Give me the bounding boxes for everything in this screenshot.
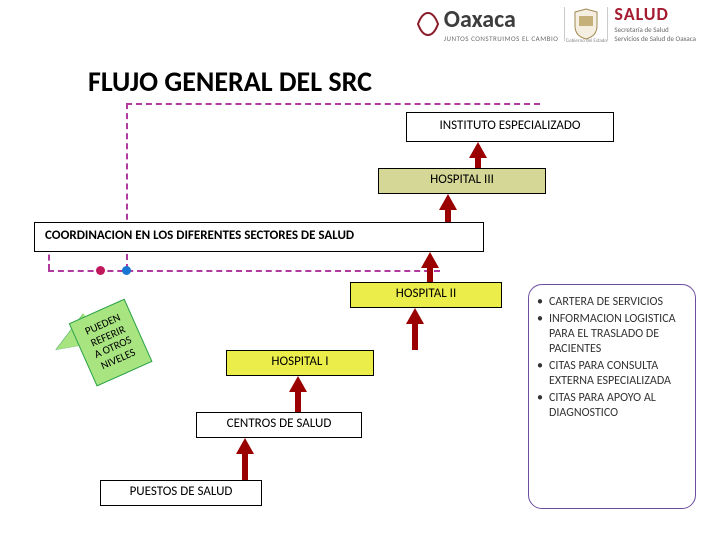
gob-caption: Gobierno del Estado: [566, 38, 607, 44]
node-label: HOSPITAL I: [271, 355, 328, 370]
slide-stage: Oaxaca JUNTOS CONSTRUIMOS EL CAMBIO Gobi…: [0, 0, 720, 540]
logo-salud: SALUD Secretaría de Salud Servicios de S…: [614, 5, 696, 43]
arrow-stem: [412, 322, 418, 350]
header-logos: Oaxaca JUNTOS CONSTRUIMOS EL CAMBIO Gobi…: [416, 5, 696, 43]
state-shield-icon: Gobierno del Estado: [571, 6, 601, 42]
node-coordinacion: COORDINACION EN LOS DIFERENTES SECTORES …: [34, 222, 484, 252]
node-instituto-especializado: INSTITUTO ESPECIALIZADO: [406, 112, 614, 142]
logo-divider: [564, 7, 565, 41]
side-info-item: CARTERA DE SERVICIOS: [537, 295, 683, 310]
salud-brand-text: SALUD: [614, 5, 668, 23]
oaxaca-glyph-icon: [416, 9, 440, 39]
flow-dot-2: [96, 266, 105, 275]
dashed-line-top: [126, 103, 540, 105]
arrow-stem: [475, 156, 481, 168]
page-title: FLUJO GENERAL DEL SRC: [88, 64, 372, 99]
logo-divider-2: [607, 7, 608, 41]
arrow-stem: [295, 390, 301, 412]
salud-subtext: Secretaría de Salud Servicios de Salud d…: [614, 25, 696, 43]
node-label: INSTITUTO ESPECIALIZADO: [439, 119, 580, 134]
side-info-list: CARTERA DE SERVICIOS INFORMACION LOGISTI…: [537, 295, 683, 421]
logo-oaxaca: Oaxaca JUNTOS CONSTRUIMOS EL CAMBIO: [416, 5, 559, 43]
node-label: HOSPITAL II: [396, 287, 456, 302]
node-hospital-i: HOSPITAL I: [226, 350, 374, 376]
side-info-item: CITAS PARA CONSULTA EXTERNA ESPECIALIZAD…: [537, 359, 683, 389]
node-puestos-salud: PUESTOS DE SALUD: [100, 480, 262, 506]
arrow-stem: [445, 208, 451, 222]
node-label: CENTROS DE SALUD: [227, 417, 332, 432]
side-info-item: CITAS PARA APOYO AL DIAGNOSTICO: [537, 391, 683, 421]
node-label: HOSPITAL III: [430, 173, 494, 188]
side-info-panel: CARTERA DE SERVICIOS INFORMACION LOGISTI…: [528, 284, 696, 509]
arrow-stem: [427, 266, 433, 282]
node-hospital-ii: HOSPITAL II: [350, 282, 502, 308]
oaxaca-tagline: JUNTOS CONSTRUIMOS EL CAMBIO: [444, 34, 559, 43]
node-centros-salud: CENTROS DE SALUD: [196, 412, 362, 438]
flow-dot-3: [122, 266, 131, 275]
side-info-item: INFORMACION LOGISTICA PARA EL TRASLADO D…: [537, 312, 683, 357]
node-label: COORDINACION EN LOS DIFERENTES SECTORES …: [45, 229, 354, 244]
arrow-stem: [242, 452, 248, 480]
oaxaca-brand-text: Oaxaca: [444, 5, 559, 34]
dashed-line-mid: [48, 270, 440, 272]
callout-pueden-referir: PUEDEN REFERIR A OTROS NIVELES: [69, 298, 153, 386]
node-hospital-iii: HOSPITAL III: [378, 168, 546, 194]
node-label: PUESTOS DE SALUD: [130, 485, 233, 500]
